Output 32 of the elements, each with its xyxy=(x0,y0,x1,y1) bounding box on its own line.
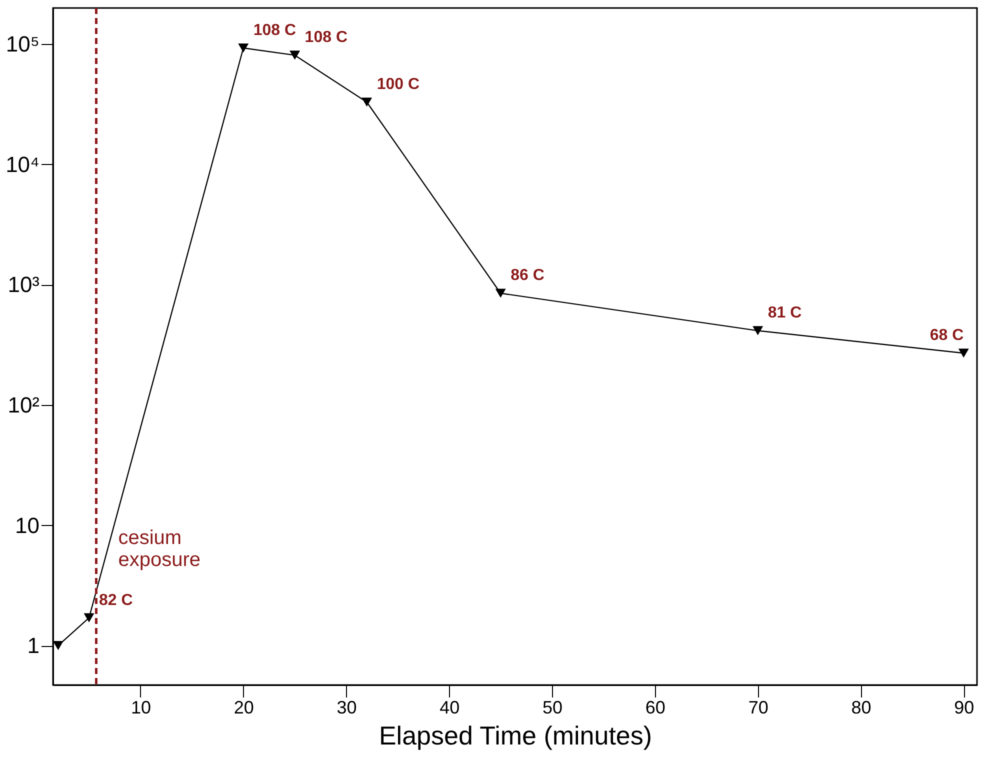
point xyxy=(52,641,64,650)
annotation: 86 C xyxy=(510,267,545,284)
y-tick-label: 10⁴ xyxy=(6,152,40,177)
x-tick-label: 30 xyxy=(336,698,357,718)
x-tick-label: 60 xyxy=(645,698,666,718)
annotation: 68 C xyxy=(930,327,964,344)
x-tick-label: 90 xyxy=(954,698,974,718)
annotation: 81 C xyxy=(768,304,802,322)
y-tick-label: 10³ xyxy=(8,272,40,298)
x-tick-label: 50 xyxy=(542,698,563,718)
annotation: 100 C xyxy=(376,76,420,94)
x-tick-label: 80 xyxy=(851,698,872,718)
point xyxy=(495,288,506,298)
point xyxy=(290,50,300,60)
x-tick-label: 40 xyxy=(440,698,460,718)
x-tick-label: 70 xyxy=(748,698,768,718)
point xyxy=(752,326,764,336)
y-tick-label: 10⁵ xyxy=(6,32,40,57)
annotation: 108 C xyxy=(253,22,296,39)
point xyxy=(238,43,249,53)
x-tick-label: 20 xyxy=(234,698,254,718)
ref-line-label: cesium exposure xyxy=(118,527,200,571)
point xyxy=(958,348,969,358)
y-tick-label: 10 xyxy=(15,512,40,538)
annotation: 108 C xyxy=(304,29,348,46)
x-tick-label: 10 xyxy=(130,698,151,718)
annotation: 82 C xyxy=(99,592,134,609)
x-axis-title: Elapsed Time (minutes) xyxy=(378,720,652,750)
point xyxy=(362,98,372,107)
y-tick-label: 1 xyxy=(27,633,40,658)
y-tick-label: 10² xyxy=(8,392,40,418)
point xyxy=(84,613,94,622)
